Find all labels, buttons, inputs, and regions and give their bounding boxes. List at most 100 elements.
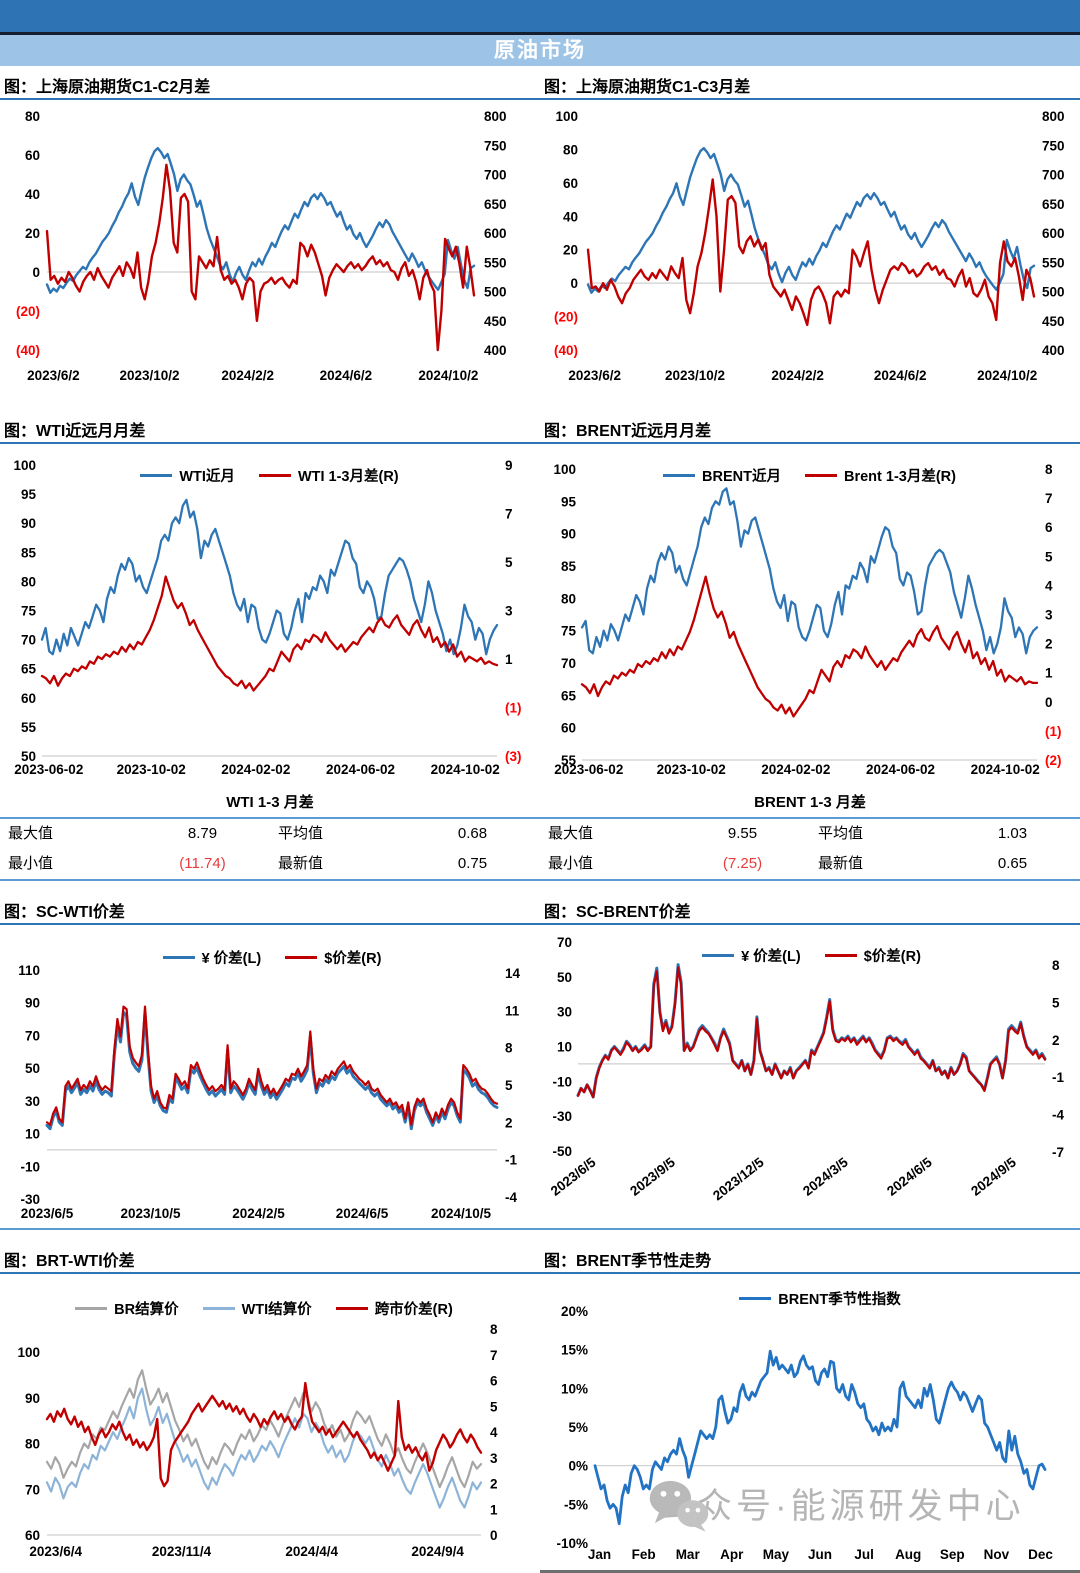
svg-text:60: 60 [563,176,578,191]
svg-text:80: 80 [25,109,40,124]
svg-text:Nov: Nov [984,1547,1010,1562]
svg-text:60: 60 [561,721,576,736]
svg-text:2024/4/4: 2024/4/4 [285,1544,338,1559]
svg-text:2024/6/2: 2024/6/2 [874,368,927,383]
svg-text:(1): (1) [505,701,522,716]
stat-label: 平均值 [818,825,864,842]
svg-text:Jul: Jul [854,1547,874,1562]
legend-swatch [824,953,857,957]
svg-text:5: 5 [505,555,513,570]
svg-text:(20): (20) [16,304,40,319]
svg-text:2024/3/5: 2024/3/5 [800,1154,851,1198]
svg-text:2024-02-02: 2024-02-02 [761,762,830,777]
svg-text:2023/10/2: 2023/10/2 [119,368,179,383]
svg-text:5: 5 [1052,995,1060,1010]
chart-legend: BR结算价 WTI结算价 跨市价差(R) [47,1299,481,1318]
svg-text:600: 600 [1042,226,1065,241]
svg-text:8: 8 [1052,958,1060,973]
svg-text:Sep: Sep [940,1547,965,1562]
svg-text:20%: 20% [561,1304,588,1319]
stats-group-title-brent: BRENT 1-3 月差 [754,794,866,811]
svg-text:70: 70 [21,633,36,648]
svg-text:500: 500 [484,285,507,300]
svg-text:2023/6/2: 2023/6/2 [27,368,80,383]
legend-item: $价差(R) [285,947,381,968]
legend-item: WTI近月 [140,465,235,486]
chart-legend: BRENT近月 Brent 1-3月差(R) [582,465,1037,486]
svg-text:55: 55 [21,720,37,735]
page-title: 原油市场 [0,35,1080,66]
svg-text:-4: -4 [505,1190,517,1205]
stats-row-min-latest: 最小值 (11.74) 最新值 0.75 最小值 (7.25) 最新值 0.65 [0,849,1080,881]
legend-swatch [202,1306,235,1310]
stat-value: 9.55 [727,825,758,842]
svg-text:(20): (20) [554,310,578,325]
svg-text:11: 11 [505,1003,520,1018]
svg-text:80: 80 [563,142,578,157]
svg-text:3: 3 [505,604,513,619]
stats-row-max-avg: 最大值 8.79 平均值 0.68 最大值 9.55 平均值 1.03 [0,819,1080,849]
svg-text:65: 65 [21,662,37,677]
svg-text:5%: 5% [568,1420,588,1435]
svg-text:650: 650 [1042,197,1065,212]
svg-text:Apr: Apr [720,1547,744,1562]
svg-text:(3): (3) [505,749,522,764]
chart-title-sc-c1c2: 图：上海原油期货C1-C2月差 [4,79,211,96]
chart-title-brent-seasonal: 图：BRENT季节性走势 [544,1253,712,1270]
legend-swatch [663,473,696,477]
section-title-row: 图：上海原油期货C1-C2月差 图：上海原油期货C1-C3月差 [0,70,1080,100]
svg-text:(1): (1) [1045,724,1062,739]
svg-text:20: 20 [25,226,40,241]
svg-text:5: 5 [505,1078,513,1093]
svg-text:2024/2/5: 2024/2/5 [232,1206,285,1221]
stat-label: 最大值 [548,825,594,842]
svg-text:1: 1 [490,1502,498,1517]
svg-text:2023/6/2: 2023/6/2 [568,368,621,383]
svg-text:2023/11/4: 2023/11/4 [152,1544,212,1559]
svg-text:100: 100 [13,458,36,473]
svg-text:Dec: Dec [1028,1547,1053,1562]
svg-text:650: 650 [484,197,507,212]
stat-value: 8.79 [187,825,218,842]
svg-text:8: 8 [505,1041,513,1056]
watermark: 公众号·能源研发中心 [648,1478,1025,1532]
svg-text:95: 95 [561,494,577,509]
svg-text:550: 550 [484,255,507,270]
legend-item: BRENT近月 [663,465,781,486]
svg-text:2023/6/5: 2023/6/5 [548,1154,599,1198]
svg-text:0: 0 [570,276,578,291]
svg-text:55: 55 [561,753,577,768]
svg-text:5: 5 [490,1399,498,1414]
svg-text:40: 40 [25,187,40,202]
svg-text:9: 9 [505,458,513,473]
svg-text:Jun: Jun [808,1547,832,1562]
stats-table-header: WTI 1-3 月差 BRENT 1-3 月差 [0,788,1080,819]
legend-item: WTI 1-3月差(R) [258,465,399,486]
chart-sc-c1c2-spread: 80 60 40 20 0 (20) (40) 800 750 700 650 600 550 500 45… [0,96,540,396]
svg-text:0: 0 [1045,695,1053,710]
svg-text:10: 10 [557,1040,572,1055]
svg-text:800: 800 [484,109,507,124]
legend-swatch [75,1306,108,1310]
chart-title-wti-spread: 图：WTI近远月月差 [4,423,146,440]
chart-brt-wti-spread: 100 90 80 70 60 8 7 6 5 4 3 2 1 0 2023/6/4 2023/11/4 202… [0,1263,540,1573]
svg-text:2: 2 [1045,637,1053,652]
svg-text:30: 30 [557,1005,572,1020]
bottom-cutoff-line [540,1570,1080,1573]
svg-text:-1: -1 [505,1153,517,1168]
svg-text:500: 500 [1042,285,1065,300]
svg-text:Aug: Aug [895,1547,921,1562]
watermark-text: 公众号·能源研发中心 [658,1487,1025,1526]
svg-text:85: 85 [561,559,577,574]
svg-text:8: 8 [1045,462,1053,477]
chart-brent-month-spread: 100 95 90 85 80 75 70 65 60 55 8 7 6 5 4 3 2 1 0 (1) (2) 2023… [540,442,1080,784]
top-accent-bar [0,0,1080,35]
svg-text:70: 70 [561,656,576,671]
chart-wti-month-spread: 100 95 90 85 80 75 70 65 60 55 50 9 7 5 3 1 (1) (3) 2023-0… [0,442,540,784]
svg-text:Feb: Feb [632,1547,656,1562]
legend-swatch [162,955,195,959]
svg-text:100: 100 [555,109,578,124]
chart-legend: ¥ 价差(L) $价差(R) [578,946,1045,965]
svg-text:2024-10-02: 2024-10-02 [971,762,1040,777]
svg-text:2023/6/4: 2023/6/4 [29,1544,82,1559]
